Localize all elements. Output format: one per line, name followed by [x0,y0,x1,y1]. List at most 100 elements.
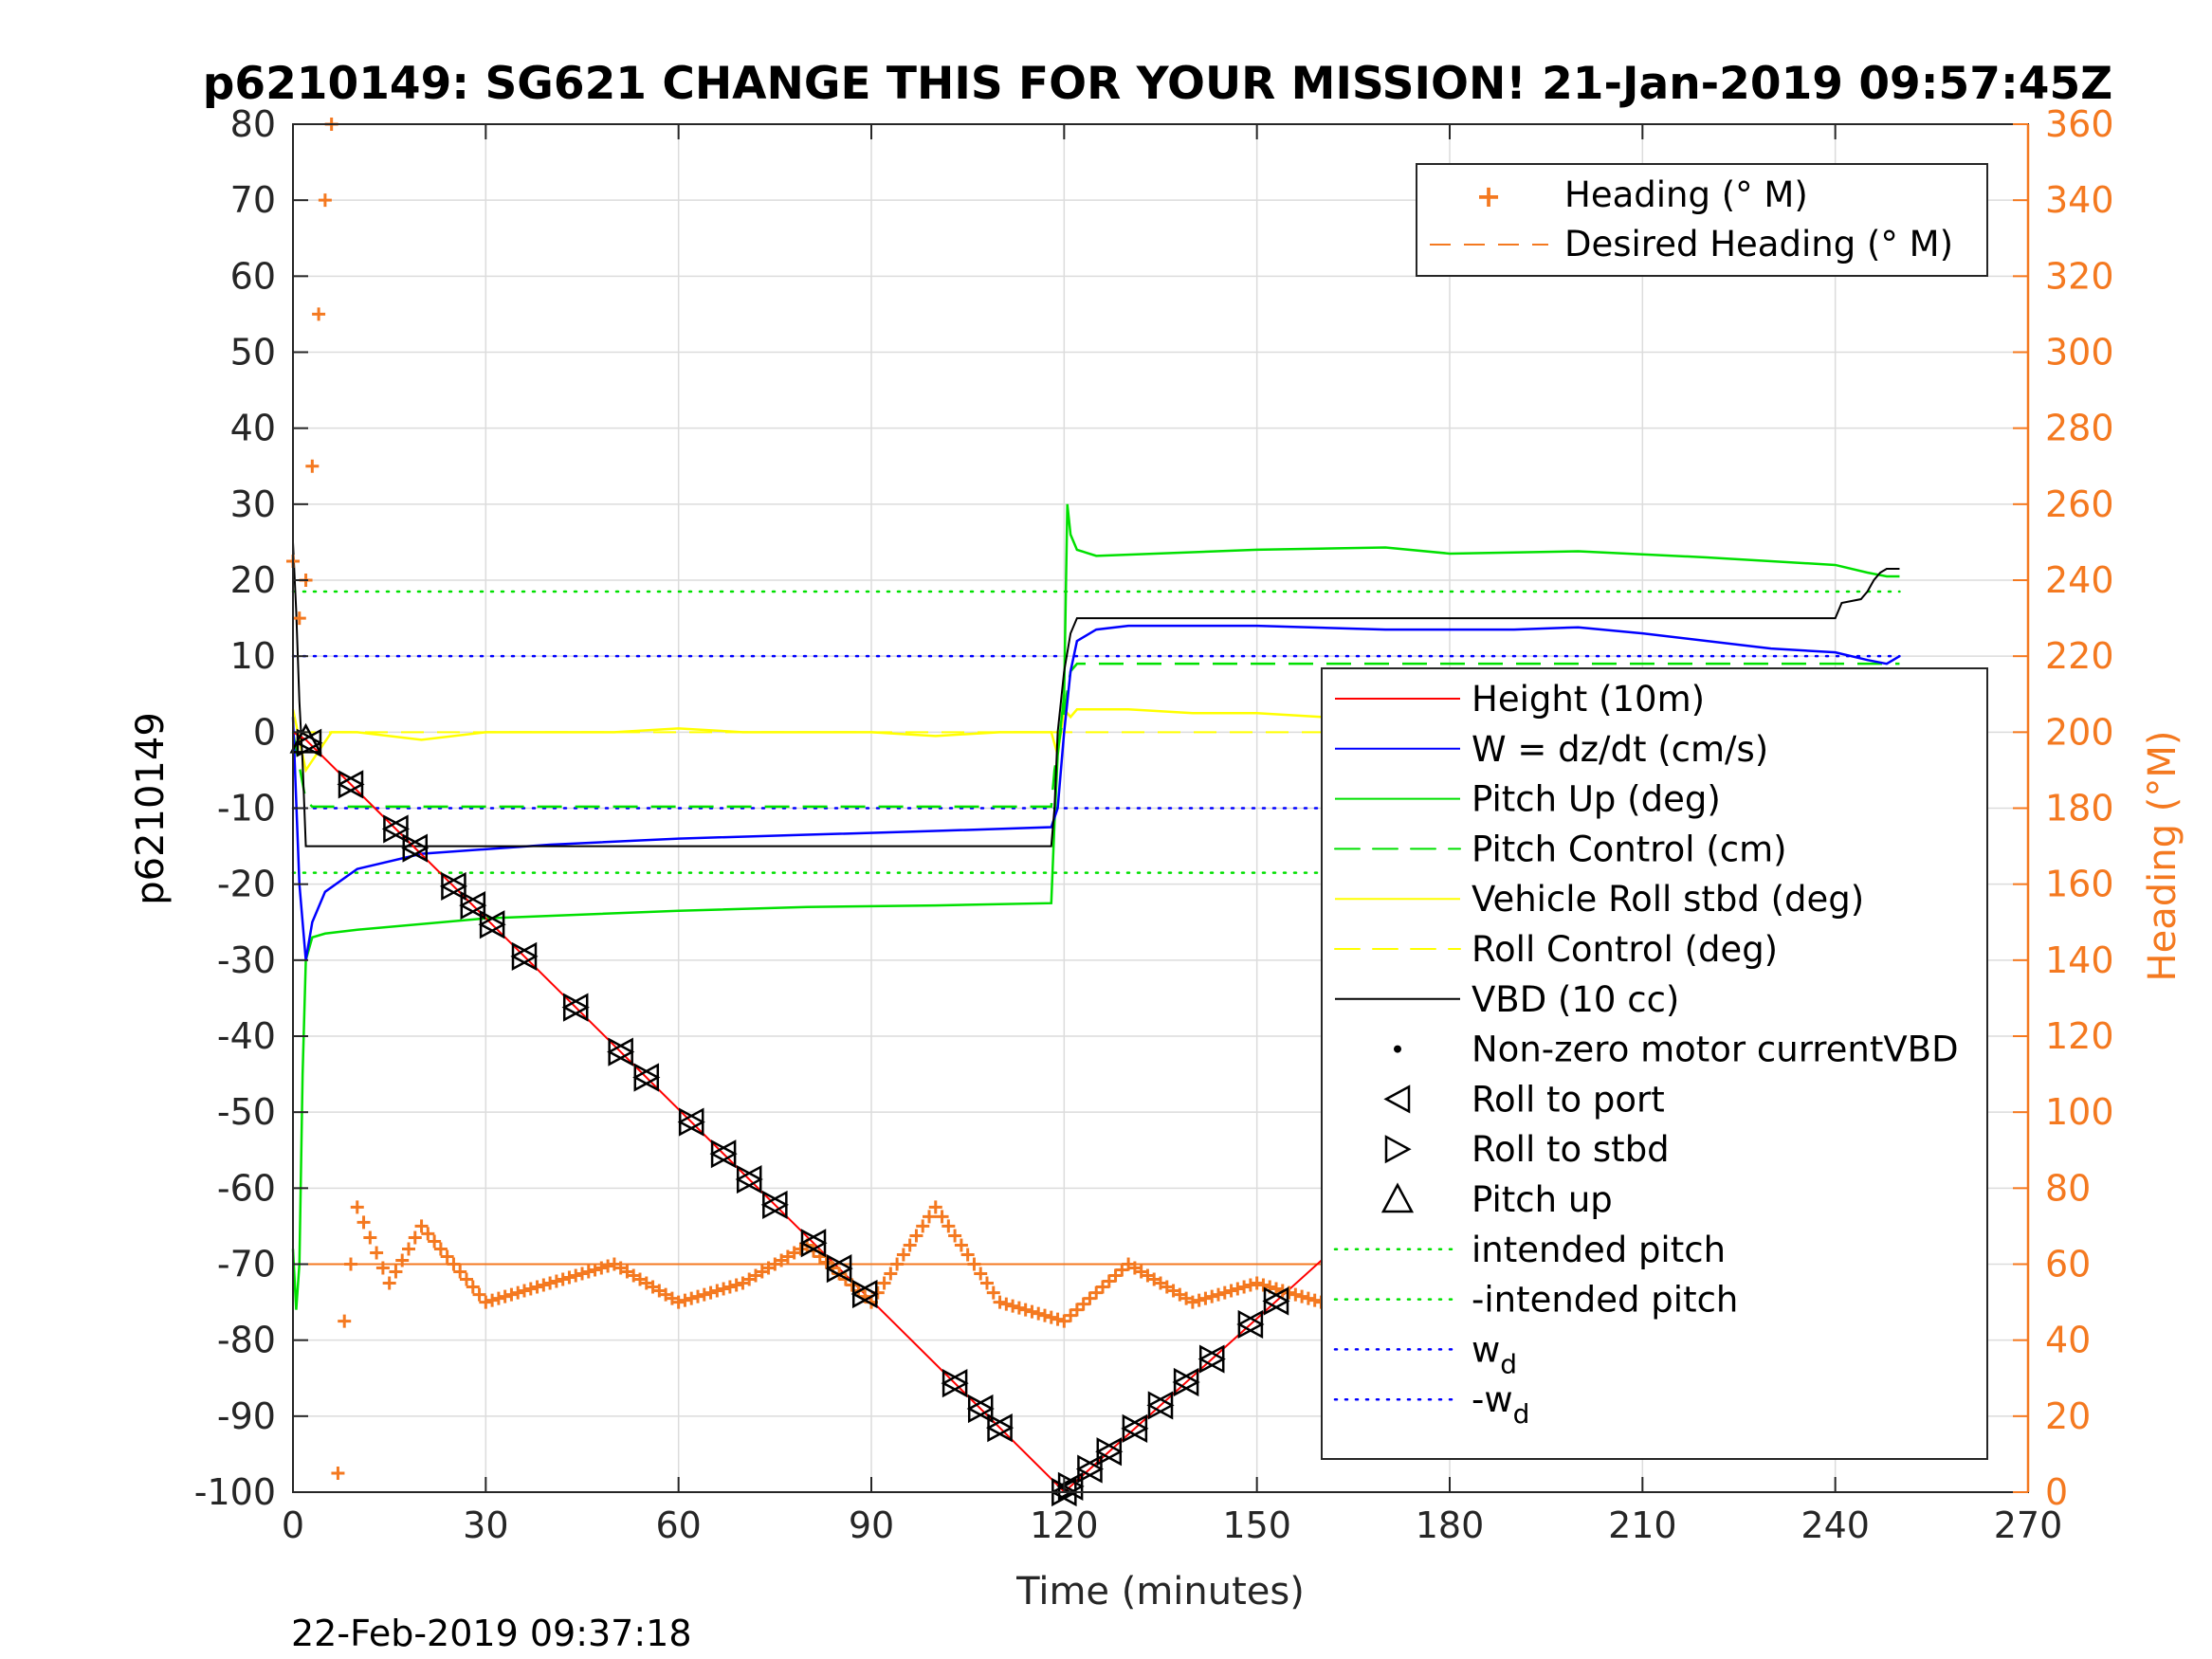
heading-point [363,1231,377,1245]
axes: 0 30 60 90 120 150 180 210 240 270 80 70 60 50 40 30 20 1… [194,103,2114,1546]
heading-point [1018,1303,1033,1317]
heading-point [1301,1291,1315,1305]
legend-main: Height (10m) W = dz/dt (cm/s) Pitch Up (de… [1321,667,1988,1460]
y-axis-label: p6210149 [129,712,173,905]
x-tick-label: 240 [1801,1504,1870,1546]
y2-tick-label: 220 [2045,635,2114,677]
heading-point [408,1231,422,1245]
heading-point [1185,1295,1199,1309]
legend-desired-heading-label: Desired Heading (° M) [1564,224,1953,264]
heading-point [562,1270,576,1285]
heading-point [338,1314,352,1328]
roll-stbd-marker [762,1190,789,1220]
heading-point [402,1242,415,1256]
legend-label-main: w [1472,1329,1500,1370]
y-tick-label: -60 [217,1167,276,1209]
legend-label: wd [1472,1329,1517,1379]
y-tick-label: -100 [194,1471,276,1513]
heading-point [935,1210,949,1224]
y-tick-label: 60 [230,255,276,297]
roll-stbd-marker [1077,1454,1105,1484]
y-tick-label: -50 [217,1091,276,1133]
roll-stbd-marker [1263,1286,1290,1316]
heading-point [576,1267,589,1281]
roll-stbd-marker [1173,1367,1200,1397]
heading-point [504,1287,519,1302]
heading-point [1051,1312,1065,1326]
heading-point [1256,1278,1271,1292]
heading-point [1282,1285,1296,1300]
heading-point [588,1263,602,1277]
y-tick-label: -70 [217,1244,276,1285]
heading-point [704,1285,718,1300]
heading-point [543,1276,558,1290]
heading-point [389,1265,403,1279]
heading-point [312,307,326,321]
heading-point [1217,1285,1232,1300]
roll-stbd-marker [678,1107,705,1137]
heading-point [581,1265,595,1279]
legend-pitch-swatch [1380,1182,1415,1213]
heading-point [472,1287,486,1302]
heading-point [370,1246,384,1260]
pitch-control-line [291,662,1900,809]
heading-point [1250,1276,1264,1290]
heading-point [511,1285,525,1300]
y2-tick-label: 180 [2045,788,2114,830]
heading-point [884,1267,898,1281]
y2-tick-label: 80 [2045,1167,2091,1209]
x-axis-label: Time (minutes) [1015,1570,1305,1613]
heading-point [1032,1306,1046,1321]
legend-heading-marker: + [1476,178,1502,214]
heading-point [671,1295,686,1309]
legend-label: -intended pitch [1472,1280,1738,1321]
x-tick-label: 90 [849,1504,894,1546]
legend-label: Vehicle Roll stbd (deg) [1472,879,1864,920]
roll-stbd-marker [1198,1344,1226,1374]
heading-point [491,1291,505,1305]
roll-stbd-marker [1096,1437,1124,1467]
x-tick-label: 30 [463,1504,508,1546]
legend-port-swatch [1383,1085,1411,1114]
heading-point [923,1210,936,1224]
legend-heading-label: Heading (° M) [1564,174,1808,215]
y-tick-label: -80 [217,1320,276,1361]
heading-point [485,1293,500,1307]
roll-stbd-marker [851,1279,879,1309]
heading-point [460,1272,473,1286]
legend-label: Roll to stbd [1472,1129,1670,1170]
y2-tick-label: 320 [2045,255,2114,297]
y-tick-label: -10 [217,788,276,830]
y-tick-label: 50 [230,332,276,374]
roll-stbd-marker [826,1254,853,1284]
legend-label: Pitch Up (deg) [1472,779,1721,820]
x-tick-label: 270 [1994,1504,2063,1546]
legend-label: Roll Control (deg) [1472,929,1778,970]
heading-point [1006,1299,1020,1313]
y2-tick-label: 360 [2045,103,2114,145]
y-tick-label: 40 [230,408,276,449]
roll-stbd-marker [800,1229,828,1258]
pitch-up-line [291,503,1900,1310]
legend-label: VBD (10 cc) [1472,979,1679,1020]
legend-label: Pitch up [1472,1179,1613,1220]
heading-point [1198,1291,1213,1305]
heading-point [1012,1301,1026,1315]
roll-stbd-marker [479,910,506,939]
x-tick-label: 180 [1416,1504,1485,1546]
legend-label: intended pitch [1472,1230,1726,1270]
heading-point [729,1278,743,1292]
heading-point [421,1227,435,1241]
roll-stbd-marker [1147,1391,1175,1420]
heading-point [916,1219,930,1233]
heading-point [909,1229,923,1243]
y-tick-label: -20 [217,864,276,905]
roll-stbd-marker [441,871,468,902]
heading-point [896,1248,910,1262]
y2-tick-label: 240 [2045,559,2114,601]
roll-stbd-marker [460,890,487,921]
roll-stbd-marker [402,833,430,863]
heading-point [375,1261,390,1275]
heading-point [1289,1287,1303,1302]
